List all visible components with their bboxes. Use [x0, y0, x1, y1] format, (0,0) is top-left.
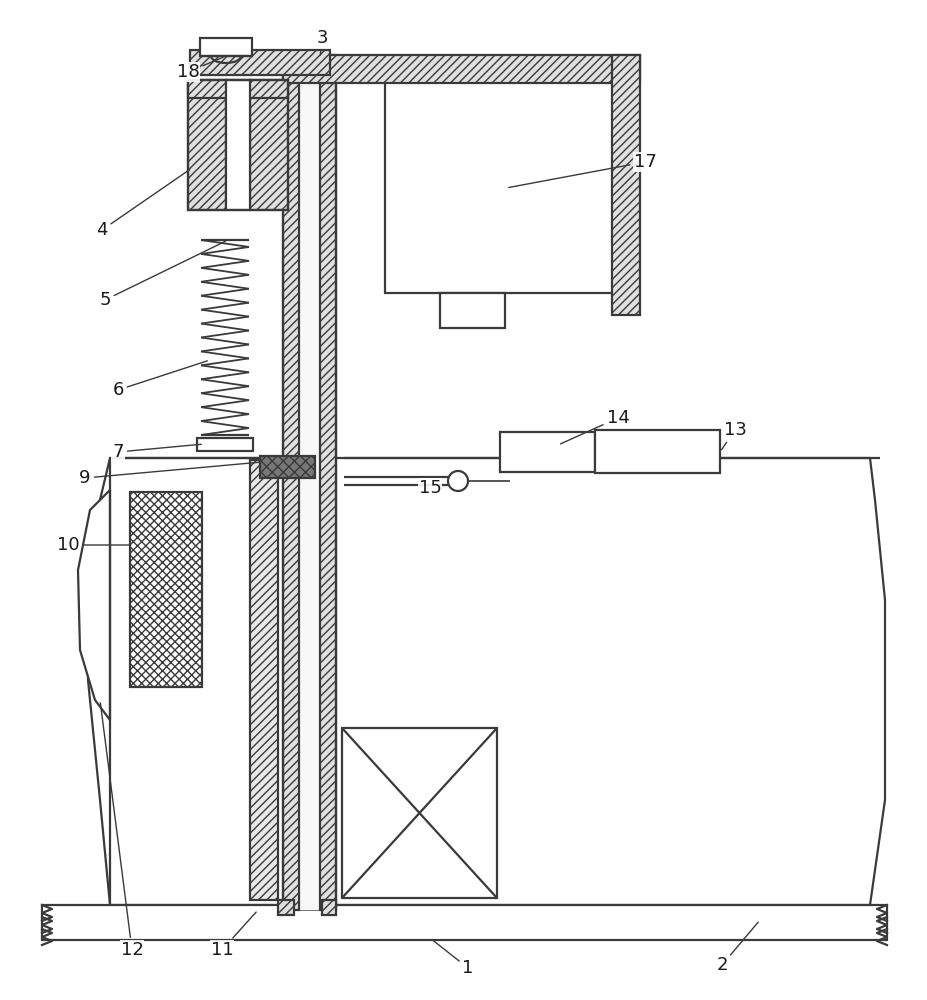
Text: 9: 9 [79, 462, 260, 487]
Text: 15: 15 [419, 479, 441, 497]
Bar [322, 900, 336, 915]
Text: 3: 3 [316, 29, 328, 55]
Text: 2: 2 [717, 922, 758, 974]
Text: 12: 12 [100, 703, 144, 959]
Bar [440, 293, 505, 328]
Circle shape [448, 471, 468, 491]
Bar [188, 80, 288, 210]
Bar [250, 460, 278, 900]
Bar [130, 492, 202, 687]
Text: 10: 10 [57, 536, 129, 554]
Text: 11: 11 [210, 912, 256, 959]
Bar [595, 430, 720, 473]
Text: 5: 5 [99, 241, 225, 309]
Text: 13: 13 [721, 421, 746, 450]
Bar [342, 728, 497, 898]
Text: 6: 6 [112, 361, 208, 399]
Bar [190, 50, 330, 75]
Text: 17: 17 [509, 153, 656, 187]
Bar [500, 432, 595, 472]
Bar [188, 80, 288, 98]
Text: 1: 1 [432, 940, 474, 977]
Text: 7: 7 [112, 443, 201, 461]
Bar [42, 905, 887, 940]
Bar [299, 55, 320, 910]
Bar [226, 80, 250, 210]
Bar [200, 38, 252, 56]
Text: 4: 4 [96, 170, 190, 239]
Bar [188, 80, 226, 210]
Bar [197, 438, 253, 451]
Text: 18: 18 [177, 57, 223, 81]
Bar [283, 55, 640, 83]
Bar [250, 80, 288, 210]
Bar [283, 55, 299, 910]
Text: 14: 14 [561, 409, 629, 444]
Polygon shape [88, 458, 885, 905]
Polygon shape [78, 490, 110, 720]
Bar [612, 55, 640, 315]
Bar [278, 900, 294, 915]
Bar [260, 456, 315, 478]
Bar [320, 55, 336, 910]
Bar [385, 68, 620, 293]
